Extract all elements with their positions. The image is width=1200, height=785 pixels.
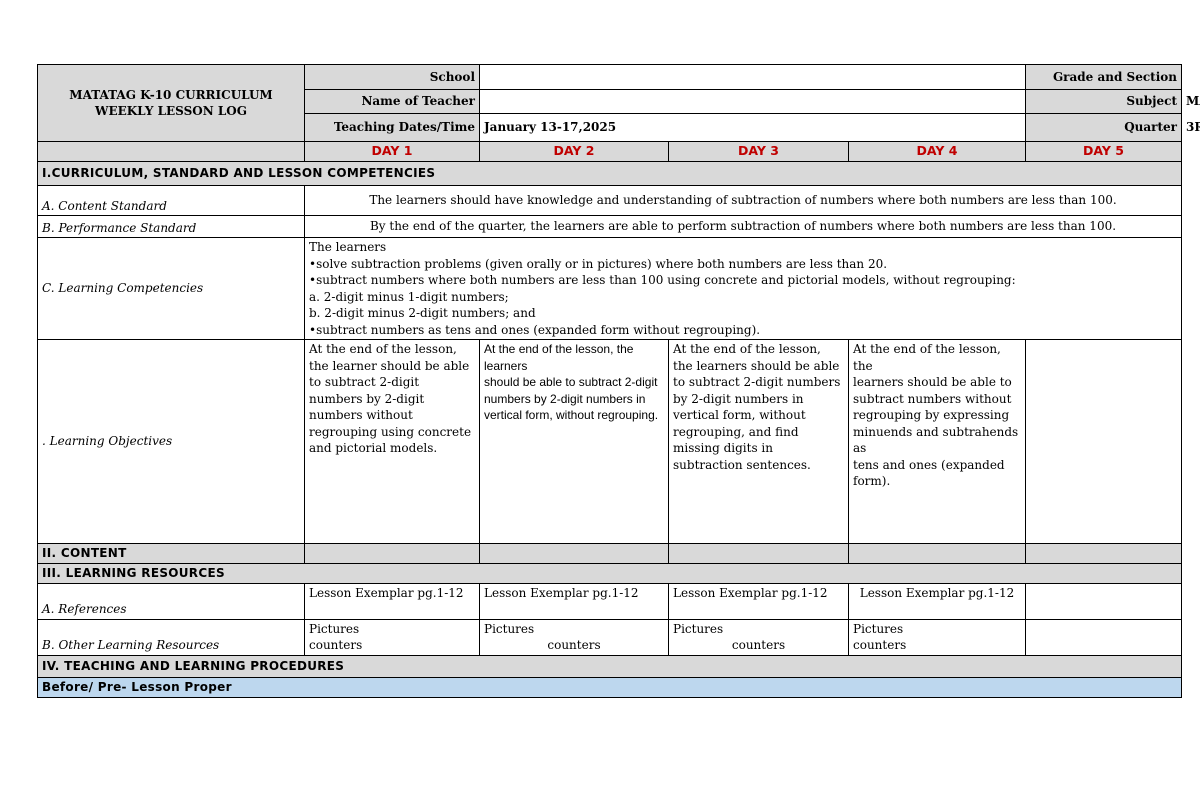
- reference-day-4: Lesson Exemplar pg.1-12: [848, 582, 1026, 620]
- other-resource-day-4: Pictures counters: [848, 618, 1026, 656]
- subject-label: Subject: [1025, 89, 1182, 114]
- dates-value: January 13-17,2025: [484, 120, 617, 135]
- other-resource-day-3: Pictures counters: [668, 618, 849, 656]
- performance-standard: By the end of the quarter, the learners …: [304, 215, 1182, 238]
- content-standard-label: A. Content Standard: [37, 185, 305, 216]
- objective-day-4: At the end of the lesson, the learners s…: [848, 339, 1026, 544]
- other-resource-day-5: [1025, 618, 1182, 656]
- day-5-header: DAY 5: [1025, 141, 1182, 162]
- counters-text: counters: [547, 638, 601, 652]
- dates-field[interactable]: January 13-17,2025: [479, 113, 1026, 142]
- objectives-label: . Learning Objectives: [37, 339, 305, 544]
- reference-day-1: Lesson Exemplar pg.1-12: [304, 582, 480, 620]
- section-1-heading: I.CURRICULUM, STANDARD AND LESSON COMPET…: [37, 161, 1182, 186]
- competencies-label: C. Learning Competencies: [37, 237, 305, 340]
- competency-line: •solve subtraction problems (given orall…: [309, 256, 888, 271]
- section-4-heading: IV. TEACHING AND LEARNING PROCEDURES: [37, 654, 1182, 678]
- day-2-header: DAY 2: [479, 141, 669, 162]
- section-3-heading: III. LEARNING RESOURCES: [37, 562, 1182, 584]
- content-day-4: [848, 543, 1026, 564]
- pictures-text: Pictures: [673, 621, 724, 636]
- subject-value: MATH: [1186, 94, 1200, 109]
- day-3-header: DAY 3: [668, 141, 849, 162]
- section-2-heading: II. CONTENT: [37, 543, 305, 564]
- day-4-header: DAY 4: [848, 141, 1026, 162]
- pictures-text: Pictures: [484, 621, 535, 636]
- day-corner: [37, 141, 305, 162]
- references-label: A. References: [37, 582, 305, 620]
- competency-line: •subtract numbers as tens and ones (expa…: [309, 322, 761, 337]
- reference-day-2: Lesson Exemplar pg.1-12: [479, 582, 669, 620]
- learning-competencies: The learners •solve subtraction problems…: [304, 237, 1182, 340]
- before-lesson-heading: Before/ Pre- Lesson Proper: [37, 676, 1182, 698]
- title-line-2: WEEKLY LESSON LOG: [94, 104, 247, 118]
- reference-day-5: [1025, 582, 1182, 620]
- school-label: School: [304, 64, 480, 90]
- content-day-1: [304, 543, 480, 564]
- competency-line: •subtract numbers where both numbers are…: [309, 273, 1016, 287]
- reference-day-3: Lesson Exemplar pg.1-12: [668, 582, 849, 620]
- performance-standard-label: B. Performance Standard: [37, 215, 305, 238]
- competency-line: The learners: [309, 240, 387, 254]
- teacher-field[interactable]: [479, 89, 1026, 114]
- weekly-lesson-log-table: MATATAG K-10 CURRICULUM WEEKLY LESSON LOG…: [37, 64, 1200, 698]
- competency-line: a. 2-digit minus 1-digit numbers;: [309, 289, 509, 304]
- objective-day-2: At the end of the lesson, the learners s…: [479, 339, 669, 544]
- log-title: MATATAG K-10 CURRICULUM WEEKLY LESSON LOG: [37, 64, 305, 142]
- content-day-5: [1025, 543, 1182, 564]
- objective-day-5: [1025, 339, 1182, 544]
- content-day-3: [668, 543, 849, 564]
- counters-text: counters: [309, 638, 363, 652]
- objective-day-1: At the end of the lesson, the learner sh…: [304, 339, 480, 544]
- other-resource-day-2: Pictures counters: [479, 618, 669, 656]
- grade-label: Grade and Section: [1025, 64, 1182, 90]
- title-line-1: MATATAG K-10 CURRICULUM: [69, 87, 273, 102]
- counters-text: counters: [853, 638, 907, 652]
- day-1-header: DAY 1: [304, 141, 480, 162]
- competency-line: b. 2-digit minus 2-digit numbers; and: [309, 306, 536, 320]
- quarter-label: Quarter: [1025, 113, 1182, 142]
- pictures-text: Pictures: [309, 621, 360, 636]
- dates-label: Teaching Dates/Time: [304, 113, 480, 142]
- content-standard: The learners should have knowledge and u…: [304, 185, 1182, 216]
- other-resources-label: B. Other Learning Resources: [37, 618, 305, 656]
- content-day-2: [479, 543, 669, 564]
- teacher-label: Name of Teacher: [304, 89, 480, 114]
- school-field[interactable]: [479, 64, 1026, 90]
- objective-day-3: At the end of the lesson, the learners s…: [668, 339, 849, 544]
- counters-text: counters: [731, 638, 786, 652]
- other-resource-day-1: Pictures counters: [304, 618, 480, 656]
- pictures-text: Pictures: [853, 621, 904, 636]
- quarter-value: 3RD: [1186, 120, 1200, 135]
